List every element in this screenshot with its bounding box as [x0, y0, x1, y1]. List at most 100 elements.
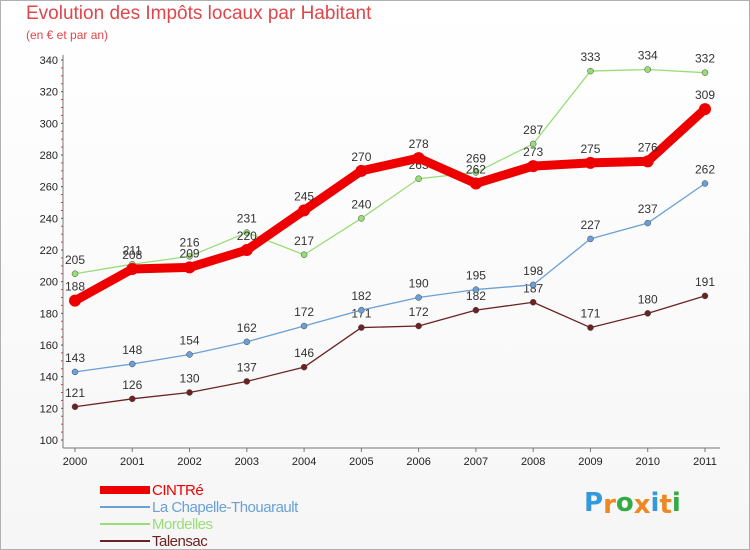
data-label: 262	[466, 163, 486, 177]
chart-subtitle: (en € et par an)	[26, 28, 109, 42]
data-point	[243, 338, 251, 346]
data-point	[183, 261, 196, 274]
data-label: 269	[466, 151, 486, 165]
series-line	[74, 182, 706, 373]
data-point	[472, 306, 480, 314]
data-point	[358, 306, 365, 314]
data-point	[300, 322, 308, 330]
x-tick-label: 2004	[292, 456, 316, 468]
data-point	[186, 253, 193, 260]
data-point	[298, 204, 311, 217]
data-label: 216	[180, 235, 200, 249]
logo-letter: P	[584, 488, 604, 518]
x-tick-label: 2002	[177, 456, 201, 468]
data-label: 172	[409, 305, 429, 319]
data-point	[358, 215, 365, 222]
legend-swatch	[100, 540, 150, 542]
legend-item-la-chapelle-thouarault: La Chapelle-Thouarault	[100, 499, 400, 516]
data-label: 205	[65, 253, 85, 267]
data-label: 121	[65, 386, 85, 400]
proxiti-logo: Proxiti	[584, 488, 681, 520]
data-label: 130	[180, 372, 200, 386]
logo-letter: o	[615, 488, 634, 518]
legend-swatch	[100, 486, 150, 494]
legend-label: CINTRé	[152, 482, 204, 499]
data-label: 126	[122, 378, 142, 392]
data-point	[300, 251, 308, 258]
data-point	[69, 294, 81, 307]
data-point	[186, 389, 193, 396]
data-label: 220	[237, 229, 257, 243]
legend-item-cintre: CINTRé	[100, 482, 400, 499]
logo-letter: x	[633, 490, 651, 520]
data-point	[243, 378, 251, 385]
y-tick-label: 260	[40, 182, 58, 194]
y-tick-label: 140	[40, 372, 58, 384]
data-point	[412, 152, 425, 165]
legend-label: Talensac	[152, 533, 208, 550]
data-point	[71, 368, 79, 376]
data-point	[472, 286, 480, 293]
data-point	[699, 103, 711, 116]
data-label: 171	[580, 307, 600, 321]
data-label: 172	[294, 305, 314, 319]
data-label: 143	[65, 351, 85, 365]
data-label: 245	[294, 189, 314, 203]
data-point	[129, 395, 136, 403]
line-chart: 100 120 140 160 180 200 220 240 260 280 300 320 340 2…	[40, 49, 720, 468]
y-tick-label: 280	[40, 150, 58, 162]
y-tick-label: 200	[40, 277, 58, 289]
data-label: 191	[695, 275, 715, 289]
data-label: 146	[294, 346, 314, 360]
logo-letter: i	[650, 488, 660, 518]
x-tick-label: 2011	[693, 456, 717, 468]
data-label: 208	[122, 248, 142, 262]
data-point	[71, 270, 79, 277]
legend-swatch	[100, 506, 150, 508]
data-label: 240	[351, 197, 371, 211]
y-tick-label: 320	[40, 87, 58, 99]
data-point	[240, 244, 253, 256]
data-point	[584, 156, 597, 169]
data-label: 180	[638, 292, 658, 306]
data-point	[355, 164, 368, 177]
data-point	[644, 66, 651, 73]
data-point	[644, 310, 651, 317]
x-tick-label: 2005	[349, 456, 373, 468]
chart-title: Evolution des Impôts locaux par Habitant	[26, 3, 372, 24]
y-tick-label: 220	[40, 245, 58, 257]
y-tick-label: 240	[40, 213, 58, 225]
data-point	[186, 351, 193, 358]
data-label: 333	[580, 50, 600, 64]
logo-letter: i	[671, 488, 681, 518]
data-point	[300, 363, 308, 371]
series-line	[74, 68, 706, 275]
data-point	[587, 324, 594, 331]
logo-letter: r	[603, 490, 616, 520]
data-label: 334	[638, 49, 658, 63]
data-point	[529, 299, 537, 306]
data-point	[415, 322, 422, 330]
data-label: 188	[65, 280, 85, 294]
series-line	[70, 104, 710, 306]
data-label: 309	[695, 88, 715, 102]
legend-item-mordelles: Mordelles	[100, 516, 400, 533]
data-point	[701, 292, 709, 300]
data-point	[701, 69, 709, 76]
data-label: 231	[237, 212, 257, 226]
y-tick-label: 120	[40, 403, 58, 415]
data-point	[469, 177, 482, 190]
data-label: 262	[695, 163, 715, 177]
data-label: 148	[122, 343, 142, 357]
data-label: 275	[580, 142, 600, 156]
data-point	[415, 294, 422, 301]
legend-label: Mordelles	[152, 516, 213, 533]
x-tick-label: 2001	[120, 456, 144, 468]
data-point	[71, 403, 79, 410]
data-point	[527, 160, 540, 173]
data-label: 287	[523, 123, 543, 137]
data-label: 332	[695, 52, 715, 66]
legend-label: La Chapelle-Thouarault	[152, 499, 298, 516]
y-tick-label: 340	[40, 55, 58, 67]
x-tick-label: 2009	[578, 456, 602, 468]
